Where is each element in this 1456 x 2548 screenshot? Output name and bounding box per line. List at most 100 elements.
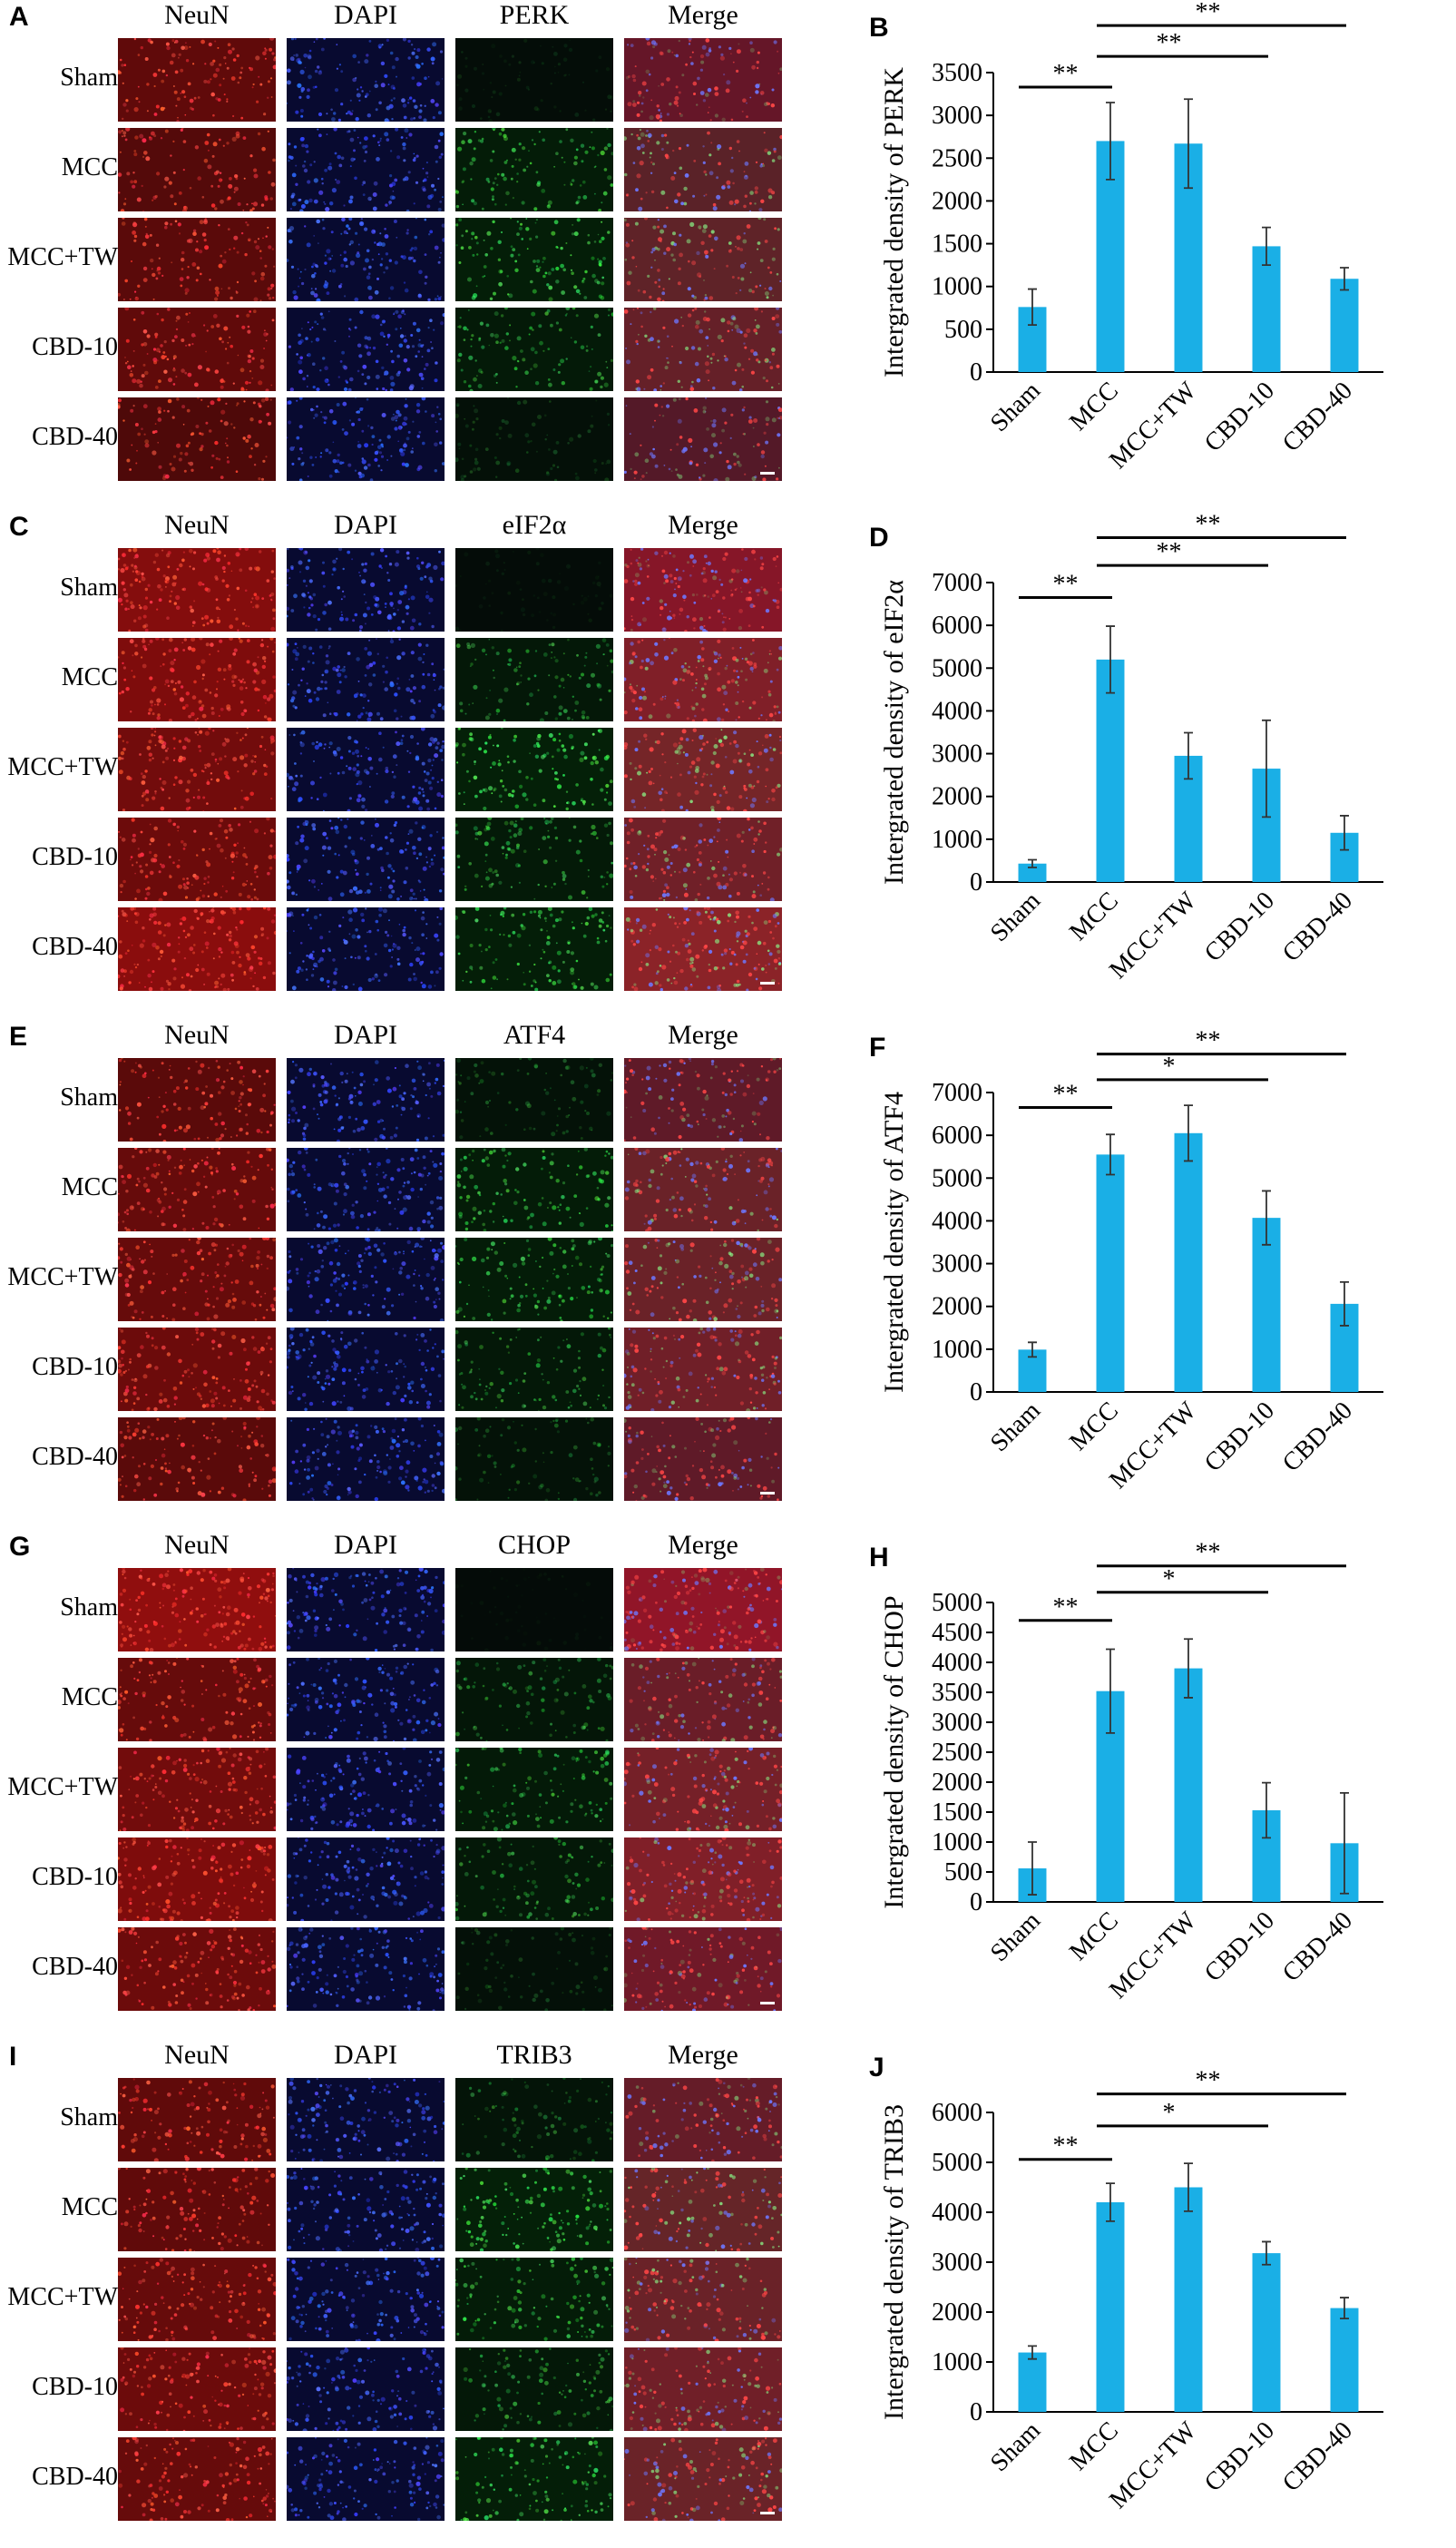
micrograph-neun [118, 818, 276, 901]
micrograph-merge [624, 397, 782, 481]
y-tick-label: 2000 [932, 783, 982, 811]
row-label: CBD-40 [0, 2463, 118, 2492]
significance-label: ** [1053, 571, 1079, 599]
category-label: MCC+TW [1104, 2416, 1202, 2514]
micrograph-merge [624, 1568, 782, 1651]
y-axis-title: Intergrated density of eIF2α [879, 580, 909, 885]
micrograph-green [455, 38, 613, 122]
category-label: MCC [1064, 887, 1124, 946]
y-tick-label: 6000 [932, 2099, 982, 2127]
micrograph-merge [624, 2168, 782, 2251]
y-tick-label: 3000 [932, 2249, 982, 2277]
micrograph-merge [624, 638, 782, 721]
micrograph-merge [624, 2347, 782, 2431]
micrograph-green [455, 1148, 613, 1231]
micrograph-merge [624, 1238, 782, 1321]
category-label: Sham [985, 1396, 1046, 1457]
micrograph-neun [118, 728, 276, 811]
micrograph-merge [624, 1148, 782, 1231]
micrograph-green [455, 548, 613, 632]
micrograph-green [455, 308, 613, 391]
y-tick-label: 4000 [932, 1649, 982, 1677]
micrograph-merge [624, 2258, 782, 2341]
row-label: MCC [0, 1173, 118, 1202]
micrograph-neun [118, 218, 276, 301]
y-tick-label: 2000 [932, 2298, 982, 2327]
y-tick-label: 5000 [932, 654, 982, 682]
column-header: Merge [619, 1020, 787, 1051]
scale-bar [760, 982, 775, 985]
micrograph-dapi [287, 2347, 445, 2431]
y-tick-label: 5000 [932, 1589, 982, 1617]
micrograph-merge [624, 907, 782, 991]
micrograph-green [455, 1568, 613, 1651]
category-label: MCC [1064, 1906, 1124, 1966]
row-label: Sham [0, 2103, 118, 2132]
y-tick-label: 3000 [932, 102, 982, 130]
y-tick-label: 2500 [932, 1739, 982, 1767]
row-label: MCC [0, 2193, 118, 2222]
row-label: Sham [0, 64, 118, 93]
significance-label: ** [1053, 60, 1079, 88]
micrograph-merge [624, 38, 782, 122]
y-tick-label: 1000 [932, 1336, 982, 1364]
significance-label: ** [1157, 29, 1182, 57]
y-tick-label: 3000 [932, 740, 982, 769]
row-label: MCC+TW [0, 753, 118, 782]
significance-label: ** [1196, 511, 1221, 539]
micrograph-dapi [287, 728, 445, 811]
y-tick-label: 3000 [932, 1250, 982, 1279]
row-label: CBD-40 [0, 1443, 118, 1472]
y-tick-label: 0 [970, 1888, 982, 1916]
micrograph-green [455, 818, 613, 901]
row-label: CBD-10 [0, 1863, 118, 1892]
micrograph-neun [118, 1838, 276, 1921]
y-tick-label: 4000 [932, 1207, 982, 1235]
micrograph-merge [624, 218, 782, 301]
panel-letter: C [9, 512, 29, 543]
bar [1019, 2353, 1047, 2412]
micrograph-dapi [287, 1238, 445, 1321]
bar-chart: 0500100015002000250030003500400045005000… [871, 1530, 1451, 2038]
micrograph-merge [624, 308, 782, 391]
micrograph-green [455, 638, 613, 721]
y-tick-label: 5000 [932, 2149, 982, 2177]
micrograph-dapi [287, 1927, 445, 2011]
micrograph-green [455, 2168, 613, 2251]
micrograph-green [455, 2437, 613, 2521]
micrograph-dapi [287, 548, 445, 632]
category-label: CBD-40 [1277, 377, 1358, 457]
micrograph-green [455, 1058, 613, 1142]
micrograph-merge [624, 1417, 782, 1501]
micrograph-neun [118, 397, 276, 481]
micrograph-neun [118, 1927, 276, 2011]
category-label: MCC+TW [1104, 1906, 1202, 2004]
micrograph-green [455, 397, 613, 481]
bar [1097, 1154, 1125, 1392]
significance-label: ** [1053, 2132, 1079, 2161]
significance-label: ** [1157, 538, 1182, 566]
micrograph-neun [118, 1058, 276, 1142]
column-header: DAPI [281, 1530, 450, 1561]
column-header: ATF4 [450, 1020, 619, 1051]
micrograph-dapi [287, 818, 445, 901]
scale-bar [760, 2512, 775, 2514]
micrograph-neun [118, 548, 276, 632]
category-label: Sham [985, 1906, 1046, 1967]
micrograph-merge [624, 818, 782, 901]
micrograph-merge [624, 2437, 782, 2521]
column-header: TRIB3 [450, 2040, 619, 2071]
column-header: eIF2α [450, 510, 619, 541]
row-label: CBD-40 [0, 933, 118, 962]
micrograph-dapi [287, 38, 445, 122]
micrograph-dapi [287, 907, 445, 991]
micrograph-dapi [287, 1328, 445, 1411]
micrograph-neun [118, 2258, 276, 2341]
category-label: Sham [985, 377, 1046, 437]
bar [1175, 2188, 1203, 2413]
micrograph-merge [624, 1658, 782, 1741]
category-label: CBD-10 [1199, 377, 1280, 457]
y-tick-label: 3500 [932, 1679, 982, 1707]
y-tick-label: 3500 [932, 59, 982, 87]
